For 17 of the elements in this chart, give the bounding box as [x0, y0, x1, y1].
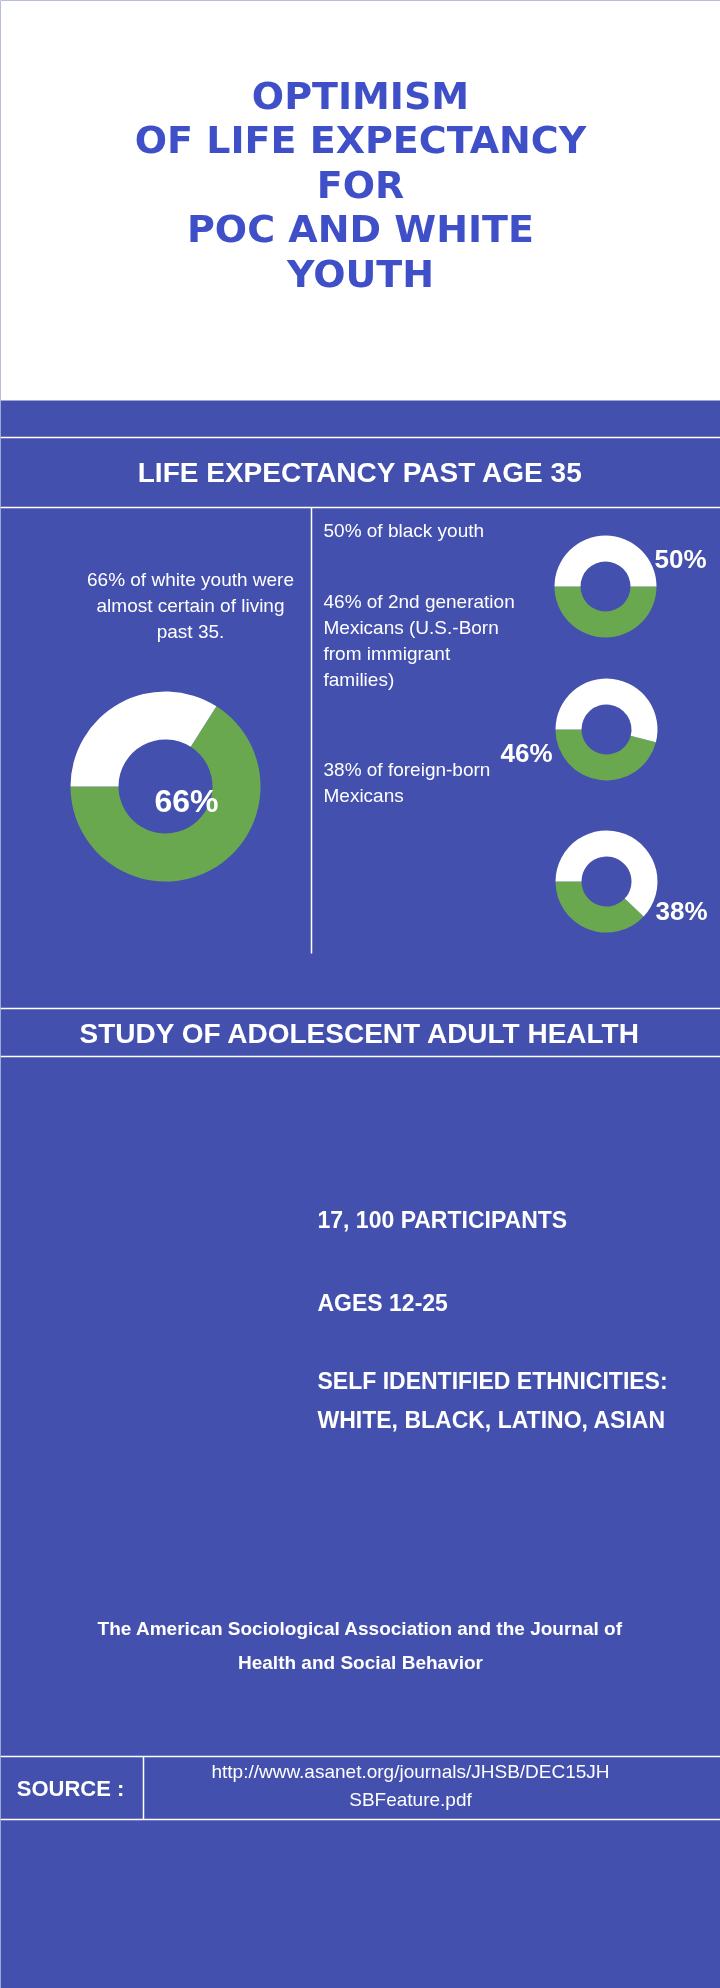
text: 17, 100 PARTICIPANTS [317, 1206, 568, 1233]
source-note: SOURCE : [16, 1776, 125, 1801]
chart-title: 66% of white youth were almost certain of living past 35. [87, 568, 295, 643]
text: SELF IDENTIFIED ETHNICITIES: WHITE, BLACK, LATINO, ASIAN [317, 1368, 668, 1433]
chart-title: 50% of black youth [323, 520, 485, 541]
data-label: 66% [154, 782, 219, 819]
data-label: 38% [655, 895, 708, 926]
text: LIFE EXPECTANCY PAST AGE 35 [137, 457, 582, 488]
chart-title: 38% of foreign-born Mexicans [323, 758, 491, 807]
data-label: 50% [654, 543, 707, 574]
chart-title: 46% of 2nd generation Mexicans (U.S.-Born from immigrant families) [323, 590, 515, 691]
text: OPTIMISM OF LIFE EXPECTANCY FOR POC AND WHITE YOUTH [134, 73, 587, 296]
text: STUDY OF ADOLESCENT ADULT HEALTH [79, 1018, 639, 1049]
text: AGES 12-25 [317, 1289, 449, 1316]
data-label: 46% [500, 737, 553, 768]
text: The American Sociological Association and the Journal of Health and Social Behavior [97, 1618, 623, 1673]
text: http://www.asanet.org/journals/JHSB/DEC15JHSBFeature.pdf [211, 1761, 610, 1810]
